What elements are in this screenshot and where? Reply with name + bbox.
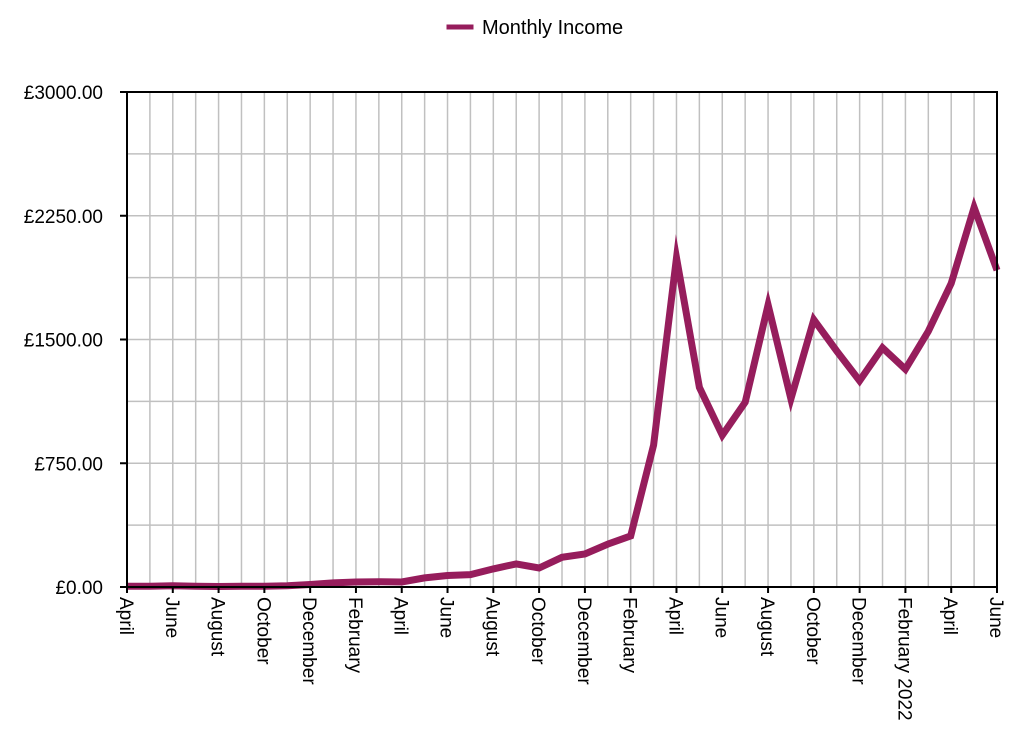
chart-legend: Monthly Income <box>446 17 623 39</box>
x-tick-label: April <box>390 597 411 635</box>
x-tick-label: October <box>252 597 273 665</box>
x-tick-label: June <box>985 597 1006 638</box>
chart-gridlines <box>127 92 997 587</box>
y-axis: £0.00 £750.00 £1500.00 £2250.00 £3000.00 <box>24 83 127 599</box>
y-tick-label: £750.00 <box>34 454 103 475</box>
x-tick-label: June <box>710 597 731 638</box>
x-tick-label: October <box>527 597 548 665</box>
x-tick-label: October <box>802 597 823 665</box>
x-tick-label: June <box>161 597 182 638</box>
x-axis: April June August October December February Ap… <box>115 587 1006 721</box>
x-tick-label: February <box>344 597 365 674</box>
x-tick-label: December <box>298 597 319 685</box>
x-tick-label: April <box>939 597 960 635</box>
y-tick-label: £3000.00 <box>24 83 103 104</box>
y-tick-label: £1500.00 <box>24 331 103 352</box>
y-tick-label: £2250.00 <box>24 207 103 228</box>
x-tick-label: August <box>756 597 777 657</box>
x-tick-label: April <box>664 597 685 635</box>
x-tick-label: December <box>573 597 594 685</box>
x-tick-label: April <box>115 597 136 635</box>
x-tick-label: June <box>436 597 457 638</box>
x-tick-label: August <box>481 597 502 657</box>
x-tick-label: February <box>619 597 640 674</box>
x-tick-label: February 2022 <box>893 597 914 721</box>
legend-label-monthly-income: Monthly Income <box>482 17 623 39</box>
x-tick-label: December <box>848 597 869 685</box>
x-tick-label: August <box>207 597 228 657</box>
y-tick-label: £0.00 <box>55 578 103 599</box>
